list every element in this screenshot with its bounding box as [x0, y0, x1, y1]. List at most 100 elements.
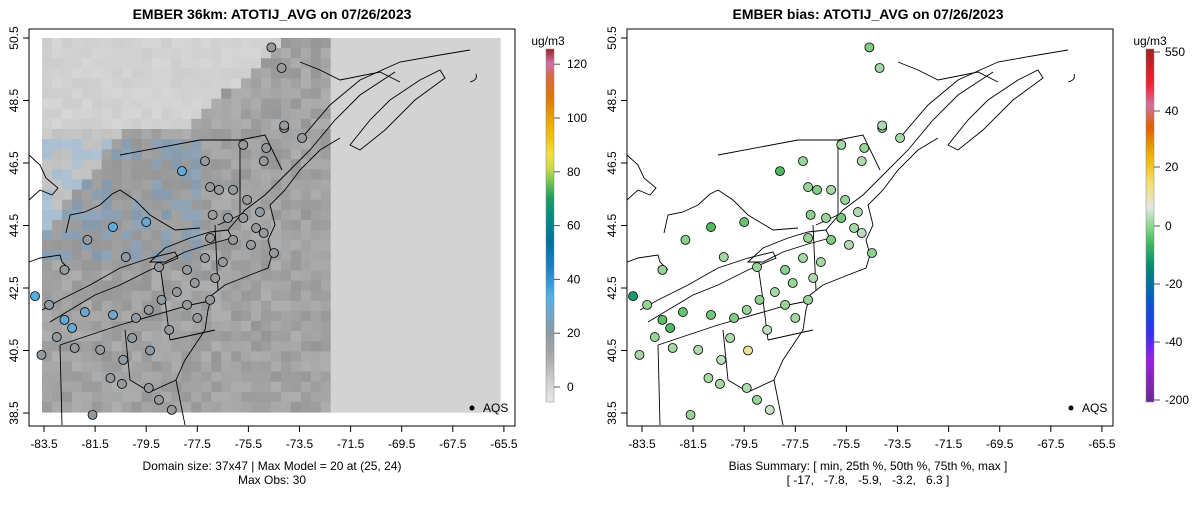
grid-cell	[420, 341, 431, 352]
colorbar-tick-label: 80	[567, 165, 581, 179]
grid-cell	[281, 331, 292, 342]
grid-cell	[440, 118, 451, 130]
grid-cell	[161, 331, 173, 342]
grid-cell	[181, 139, 192, 150]
grid-cell	[420, 401, 431, 413]
grid-cell	[281, 58, 292, 69]
grid-cell	[52, 58, 63, 69]
grid-cell	[320, 250, 332, 261]
grid-cell	[400, 219, 411, 231]
grid-cell	[281, 270, 292, 282]
concentration-panel: EMBER 36km: ATOTIJ_AVG on 07/26/2023 -83…	[7, 6, 587, 487]
grid-cell	[350, 260, 362, 272]
grid-cell	[450, 38, 461, 49]
grid-cell	[52, 129, 63, 140]
grid-cell	[241, 189, 252, 201]
grid-cell	[61, 118, 73, 130]
grid-cell	[390, 88, 402, 100]
grid-cell	[52, 48, 63, 59]
grid-cell	[320, 78, 332, 90]
station-point	[166, 404, 177, 415]
grid-cell	[251, 300, 262, 312]
grid-cell	[171, 230, 182, 241]
grid-cell	[450, 331, 461, 342]
grid-cell	[440, 310, 451, 322]
grid-cell	[101, 290, 113, 302]
grid-cell	[211, 331, 222, 342]
grid-cell	[390, 139, 402, 150]
grid-cell	[450, 270, 461, 282]
grid-cell	[480, 381, 491, 393]
grid-cell	[350, 219, 362, 231]
grid-cell	[52, 300, 63, 312]
grid-cell	[241, 361, 252, 373]
grid-cell	[320, 270, 332, 282]
grid-cell	[360, 108, 372, 120]
grid-cell	[340, 250, 352, 261]
grid-cell	[161, 118, 173, 130]
grid-cell	[480, 331, 491, 342]
model-grid	[42, 38, 501, 413]
grid-cell	[71, 48, 83, 59]
grid-cell	[400, 199, 411, 211]
grid-cell	[52, 118, 63, 130]
grid-cell	[171, 209, 182, 221]
station-point	[242, 194, 253, 205]
grid-cell	[281, 129, 292, 140]
grid-cell	[410, 129, 421, 140]
grid-cell	[430, 48, 441, 59]
grid-cell	[42, 321, 53, 332]
grid-cell	[61, 321, 73, 332]
grid-cell	[470, 401, 481, 413]
grid-cell	[460, 129, 471, 140]
grid-cell	[340, 280, 352, 292]
grid-cell	[470, 159, 481, 170]
grid-cell	[71, 270, 83, 282]
grid-cell	[91, 381, 103, 393]
grid-cell	[370, 371, 382, 383]
grid-cell	[400, 118, 411, 130]
grid-cell	[410, 280, 421, 292]
grid-cell	[290, 68, 302, 79]
grid-cell	[42, 189, 53, 201]
grid-cell	[330, 351, 342, 363]
grid-cell	[290, 88, 302, 100]
grid-cell	[410, 38, 421, 49]
colorbar-tick-label: 20	[1165, 160, 1179, 174]
grid-cell	[380, 300, 392, 312]
grid-cell	[360, 270, 372, 282]
grid-cell	[191, 401, 202, 413]
grid-cell	[231, 38, 242, 49]
grid-cell	[271, 341, 282, 352]
grid-cell	[480, 129, 491, 140]
grid-cell	[480, 38, 491, 49]
grid-cell	[271, 199, 282, 211]
x-tick-label: -81.5	[81, 437, 109, 451]
grid-cell	[81, 250, 93, 261]
grid-cell	[91, 38, 103, 49]
grid-cell	[231, 331, 242, 342]
grid-cell	[360, 159, 372, 170]
grid-cell	[400, 401, 411, 413]
grid-cell	[410, 118, 421, 130]
grid-cell	[111, 189, 123, 201]
grid-cell	[52, 310, 63, 322]
grid-cell	[460, 189, 471, 201]
grid-cell	[330, 88, 342, 100]
grid-cell	[42, 169, 53, 181]
grid-cell	[420, 88, 431, 100]
grid-cell	[241, 300, 252, 312]
grid-cell	[81, 48, 93, 59]
grid-cell	[42, 331, 53, 342]
grid-cell	[221, 240, 232, 251]
grid-cell	[320, 149, 332, 160]
grid-cell	[71, 78, 83, 90]
grid-cell	[171, 240, 182, 251]
grid-cell	[320, 391, 332, 403]
grid-cell	[61, 371, 73, 383]
grid-cell	[350, 270, 362, 282]
grid-cell	[141, 351, 153, 363]
grid-cell	[191, 189, 202, 201]
bias-station-point	[703, 373, 714, 383]
grid-cell	[390, 230, 402, 241]
